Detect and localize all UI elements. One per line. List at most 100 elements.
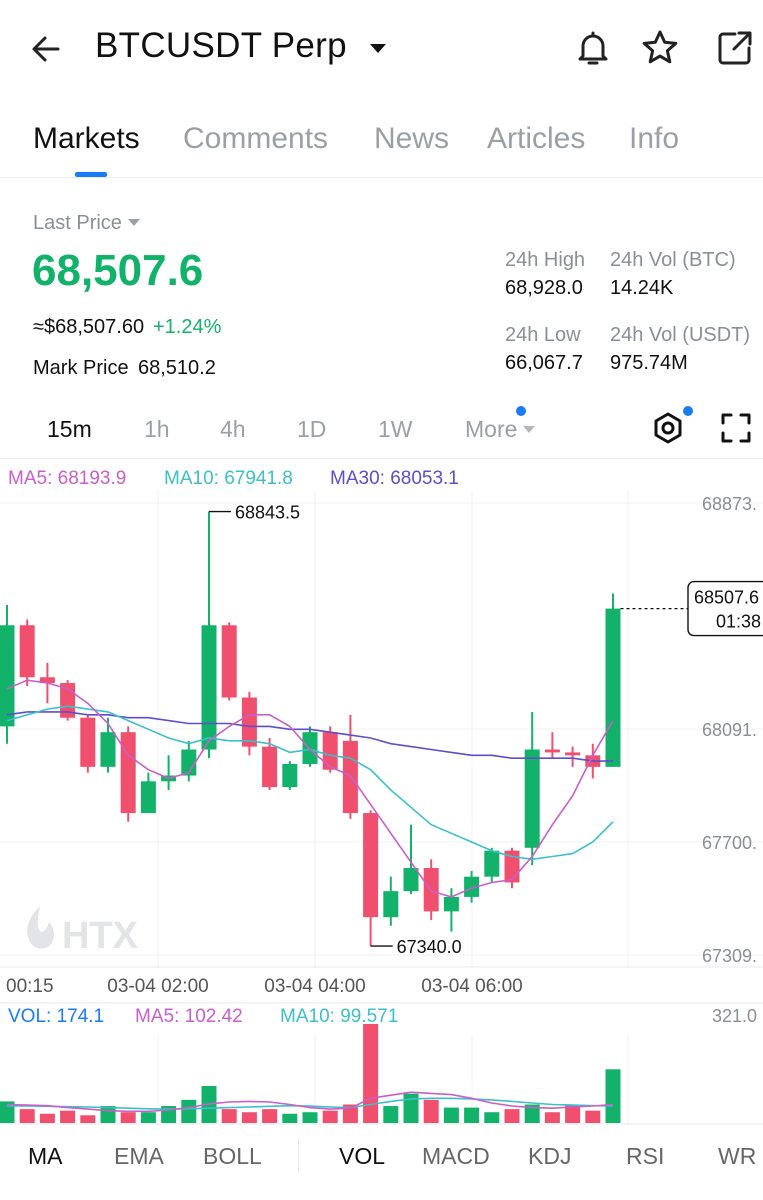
htx-logo bbox=[27, 906, 55, 949]
vol-ma5-line bbox=[6, 1091, 614, 1113]
vol-legend: VOL: 174.1 bbox=[8, 1006, 104, 1027]
tab-info[interactable]: Info bbox=[629, 122, 680, 155]
candle-body bbox=[0, 625, 15, 727]
indicator-boll[interactable]: BOLL bbox=[203, 1143, 262, 1169]
timeframe-more[interactable]: More bbox=[465, 416, 536, 443]
indicator-separator bbox=[298, 1138, 299, 1172]
volume-bar bbox=[403, 1093, 419, 1123]
bell-icon[interactable] bbox=[573, 28, 613, 68]
vol-btc-24h-value: 14.24K bbox=[610, 277, 674, 299]
candle-body bbox=[464, 876, 480, 897]
timeframe-4h[interactable]: 4h bbox=[220, 416, 246, 442]
content-tabs: Markets Comments News Articles Info bbox=[0, 100, 763, 178]
volume-bar bbox=[322, 1110, 338, 1123]
vol-ma10-line bbox=[7, 1097, 614, 1110]
price-change-percent: +1.24% bbox=[153, 316, 222, 338]
indicator-wr[interactable]: WR bbox=[718, 1143, 757, 1169]
star-icon[interactable] bbox=[640, 28, 680, 68]
max-price-label: 68843.5 bbox=[235, 503, 300, 523]
x-tick-label: 03-04 04:00 bbox=[264, 976, 365, 997]
timeframe-1h[interactable]: 1h bbox=[144, 416, 170, 442]
candle-body bbox=[302, 732, 318, 764]
volume-bar bbox=[140, 1112, 156, 1123]
caret-down-icon bbox=[127, 219, 140, 226]
indicator-ma[interactable]: MA bbox=[28, 1143, 63, 1169]
volume-bar bbox=[60, 1110, 76, 1123]
tab-markets[interactable]: Markets bbox=[33, 122, 140, 155]
tab-articles[interactable]: Articles bbox=[487, 122, 586, 155]
indicator-kdj[interactable]: KDJ bbox=[528, 1143, 572, 1169]
mark-price-label: Mark Price bbox=[33, 357, 129, 379]
candle-body bbox=[19, 625, 35, 678]
candle-body bbox=[262, 746, 278, 788]
y-tick-label: 68873. bbox=[702, 494, 757, 514]
caret-down-icon bbox=[523, 426, 536, 433]
candle-body bbox=[100, 732, 116, 767]
timeframe-15m[interactable]: 15m bbox=[47, 416, 92, 442]
indicator-macd[interactable]: MACD bbox=[422, 1143, 490, 1169]
candle-body bbox=[322, 732, 338, 770]
x-tick-label: 03-04 06:00 bbox=[421, 976, 522, 997]
share-icon[interactable] bbox=[715, 28, 755, 68]
fullscreen-icon[interactable] bbox=[718, 410, 754, 446]
indicator-rsi[interactable]: RSI bbox=[626, 1143, 665, 1169]
header: BTCUSDT Perp bbox=[0, 0, 763, 96]
mark-price-value: 68,510.2 bbox=[138, 357, 216, 379]
indicator-vol[interactable]: VOL bbox=[339, 1143, 386, 1169]
candle-body bbox=[524, 749, 540, 848]
last-price-selector[interactable]: Last Price bbox=[33, 212, 140, 235]
candle-body bbox=[140, 781, 156, 814]
volume-bar bbox=[221, 1109, 237, 1123]
candle-body bbox=[342, 740, 358, 814]
volume-bar bbox=[39, 1113, 55, 1123]
settings-notification-dot bbox=[683, 406, 693, 416]
volume-bar bbox=[302, 1112, 318, 1123]
volume-bar bbox=[0, 1101, 15, 1123]
x-tick-label: 00:15 bbox=[6, 976, 54, 997]
high-24h-value: 68,928.0 bbox=[505, 277, 583, 299]
htx-watermark: HTX bbox=[62, 915, 139, 957]
volume-bar bbox=[524, 1104, 540, 1123]
indicator-ema[interactable]: EMA bbox=[114, 1143, 164, 1169]
current-price-label: 68507.6 bbox=[694, 588, 759, 608]
volume-bar bbox=[383, 1106, 399, 1123]
tab-news[interactable]: News bbox=[374, 122, 450, 155]
timeframe-1w[interactable]: 1W bbox=[378, 416, 413, 442]
candle-body bbox=[403, 868, 419, 892]
candlestick-chart[interactable]: HTX 68873. 68091. 67700. 67309. 00:15 03-04 02… bbox=[0, 460, 763, 1125]
caret-down-icon[interactable] bbox=[368, 38, 388, 58]
active-tab-indicator bbox=[75, 172, 107, 177]
volume-bar bbox=[19, 1109, 35, 1123]
volume-bar bbox=[100, 1106, 116, 1123]
y-tick-label: 67700. bbox=[702, 833, 757, 853]
candle-body bbox=[484, 850, 500, 877]
indicator-settings-icon[interactable] bbox=[650, 410, 686, 446]
y-tick-label: 67309. bbox=[702, 946, 757, 966]
page-title[interactable]: BTCUSDT Perp bbox=[95, 26, 347, 65]
current-price-box bbox=[687, 580, 763, 637]
volume-bar bbox=[262, 1109, 278, 1123]
ma10-legend: MA10: 67941.8 bbox=[164, 468, 293, 489]
volume-max-label: 321.0 bbox=[712, 1006, 757, 1026]
timeframe-more-label: More bbox=[465, 416, 518, 442]
volume-bar bbox=[181, 1099, 197, 1123]
countdown-label: 01:38 bbox=[716, 612, 761, 632]
min-price-label: 67340.0 bbox=[397, 937, 462, 957]
more-notification-dot bbox=[516, 406, 526, 416]
vol-ma5-legend: MA5: 102.42 bbox=[135, 1006, 243, 1027]
vol-usdt-24h-value: 975.74M bbox=[610, 352, 688, 374]
volume-bar bbox=[585, 1110, 601, 1123]
candle-body bbox=[605, 608, 621, 767]
vol-usdt-24h-label: 24h Vol (USDT) bbox=[610, 324, 751, 346]
timeframe-1d[interactable]: 1D bbox=[297, 416, 327, 442]
candle-body bbox=[565, 752, 581, 756]
low-24h-value: 66,067.7 bbox=[505, 352, 583, 374]
candle-body bbox=[241, 697, 257, 747]
back-arrow-icon[interactable] bbox=[28, 30, 66, 68]
volume-bar bbox=[80, 1115, 96, 1123]
candle-body bbox=[282, 763, 298, 788]
ma30-legend: MA30: 68053.1 bbox=[330, 468, 459, 489]
tab-comments[interactable]: Comments bbox=[183, 122, 329, 155]
last-price-value: 68,507.6 bbox=[32, 246, 204, 295]
volume-bar bbox=[484, 1112, 500, 1123]
